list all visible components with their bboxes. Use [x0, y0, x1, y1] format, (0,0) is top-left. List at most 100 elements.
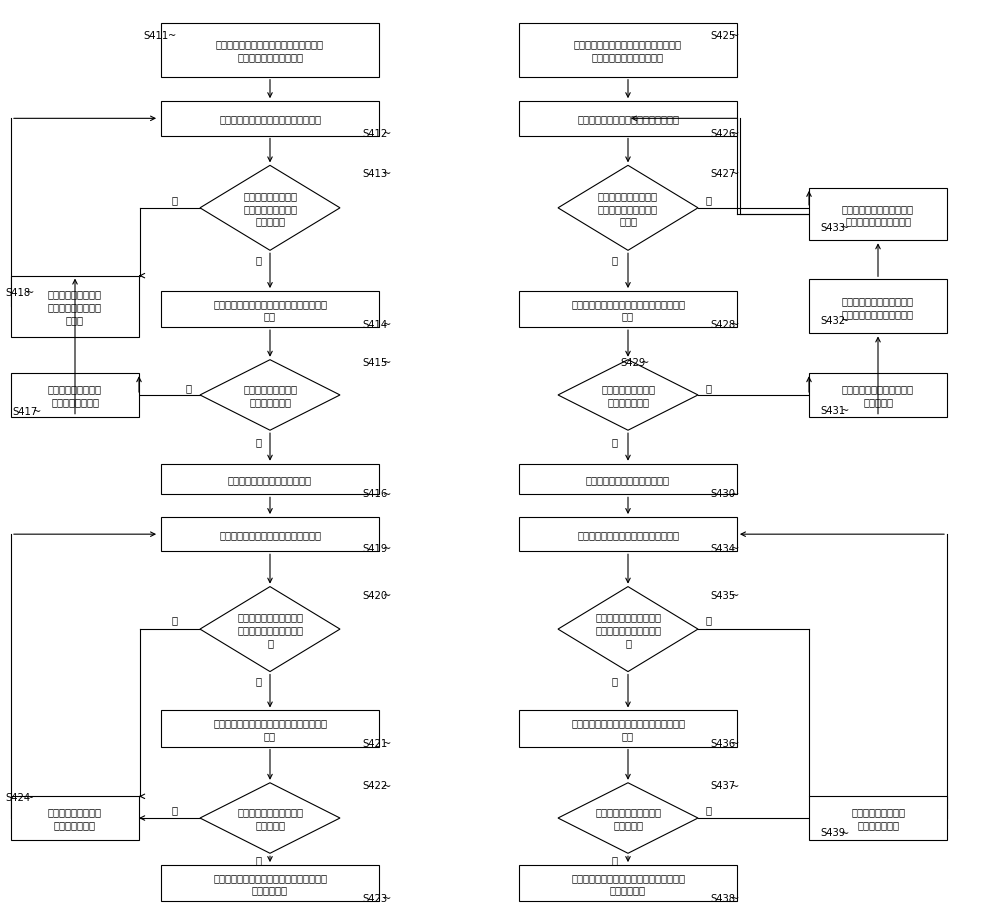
Polygon shape: [558, 360, 698, 431]
Text: 是: 是: [185, 382, 191, 393]
Text: S430: S430: [710, 489, 735, 499]
Text: 判断第三持续时间是
否大于预设时间: 判断第三持续时间是 否大于预设时间: [601, 384, 655, 407]
FancyBboxPatch shape: [161, 292, 379, 328]
Polygon shape: [558, 166, 698, 251]
Text: ~: ~: [731, 780, 739, 791]
Text: S434: S434: [710, 543, 735, 554]
Text: 是: 是: [255, 853, 261, 864]
Text: S420: S420: [362, 590, 387, 600]
Text: S429: S429: [620, 357, 645, 368]
Text: 是: 是: [612, 853, 618, 864]
Text: ~: ~: [731, 31, 739, 42]
Text: S415: S415: [362, 357, 387, 368]
Text: 将第一实际速比与预
设步长的差确定为默
认速比: 将第一实际速比与预 设步长的差确定为默 认速比: [48, 289, 102, 325]
Text: 判断停转控制信号的
第一占空比是否大于
预设占空比: 判断停转控制信号的 第一占空比是否大于 预设占空比: [243, 191, 297, 227]
Text: 否: 否: [706, 804, 712, 815]
Text: S417: S417: [12, 406, 37, 417]
Text: 判断第二持续时间是否大
于预设时间: 判断第二持续时间是否大 于预设时间: [237, 806, 303, 830]
Text: S435: S435: [710, 590, 735, 600]
Text: 将默认速比确定为初始标定速比: 将默认速比确定为初始标定速比: [228, 474, 312, 485]
Text: ~: ~: [731, 590, 739, 600]
Text: S428: S428: [710, 320, 735, 330]
Polygon shape: [558, 783, 698, 853]
Text: 判断第四持续时间是否大
于预设时间: 判断第四持续时间是否大 于预设时间: [595, 806, 661, 830]
Text: 获取第四占空比大于预设占空比的第四持续
时间: 获取第四占空比大于预设占空比的第四持续 时间: [571, 717, 685, 740]
FancyBboxPatch shape: [161, 23, 379, 78]
Polygon shape: [200, 587, 340, 672]
FancyBboxPatch shape: [519, 865, 737, 901]
Text: ~: ~: [26, 287, 34, 298]
Text: S411: S411: [143, 31, 168, 42]
Text: ~: ~: [168, 31, 176, 42]
Text: ~: ~: [731, 892, 739, 903]
Polygon shape: [558, 587, 698, 672]
Text: 是: 是: [612, 675, 618, 685]
Text: S425: S425: [710, 31, 735, 42]
Text: ~: ~: [383, 320, 391, 330]
Text: ~: ~: [383, 738, 391, 749]
Text: S439: S439: [820, 827, 845, 838]
Text: 再次获取电控硅油风扇的停转控制信号: 再次获取电控硅油风扇的停转控制信号: [577, 529, 679, 540]
Text: 判断停转控制信号的第
三占空比是否大于预设
占空比: 判断停转控制信号的第 三占空比是否大于预设 占空比: [598, 191, 658, 227]
Text: 继续获取电控硅油风扇的停转控制信号: 继续获取电控硅油风扇的停转控制信号: [577, 114, 679, 125]
FancyBboxPatch shape: [161, 464, 379, 495]
Text: ~: ~: [383, 590, 391, 600]
Text: 获取电控硅油风扇此时的第
二实际速比: 获取电控硅油风扇此时的第 二实际速比: [842, 384, 914, 407]
FancyBboxPatch shape: [809, 189, 947, 241]
Text: S426: S426: [710, 128, 735, 139]
Polygon shape: [200, 166, 340, 251]
Text: S414: S414: [362, 320, 387, 330]
Text: 获取第三占空比大于预设占空比的第三持续
时间: 获取第三占空比大于预设占空比的第三持续 时间: [571, 298, 685, 321]
Text: S419: S419: [362, 543, 387, 554]
Polygon shape: [200, 360, 340, 431]
Text: S423: S423: [362, 892, 387, 903]
Text: 判断停转控制信号的第四
占空比是否大于预设占空
比: 判断停转控制信号的第四 占空比是否大于预设占空 比: [595, 611, 661, 647]
FancyBboxPatch shape: [161, 865, 379, 901]
Text: 将初始标定速比与第一预设步长的差确定为
最终标定速比: 将初始标定速比与第一预设步长的差确定为 最终标定速比: [571, 871, 685, 895]
Text: 获取第二占空比大于预设占空比的第二持续
时间: 获取第二占空比大于预设占空比的第二持续 时间: [213, 717, 327, 740]
FancyBboxPatch shape: [161, 102, 379, 136]
Text: 是: 是: [612, 255, 618, 265]
Text: ~: ~: [841, 315, 849, 326]
Text: ~: ~: [383, 128, 391, 139]
Polygon shape: [200, 783, 340, 853]
Text: 将默认速比确定为初始标定速比: 将默认速比确定为初始标定速比: [586, 474, 670, 485]
Text: 是: 是: [255, 675, 261, 685]
Text: ~: ~: [841, 222, 849, 233]
Text: ~: ~: [383, 357, 391, 368]
Text: ~: ~: [383, 489, 391, 499]
Text: 是: 是: [255, 255, 261, 265]
FancyBboxPatch shape: [809, 374, 947, 417]
Text: ~: ~: [383, 892, 391, 903]
Text: 将第一实际滑差率与第二预
设步长确定为默认滑差率: 将第一实际滑差率与第二预 设步长确定为默认滑差率: [842, 203, 914, 227]
Text: S413: S413: [362, 168, 387, 179]
FancyBboxPatch shape: [11, 796, 139, 840]
Text: ~: ~: [731, 320, 739, 330]
Text: ~: ~: [731, 128, 739, 139]
Text: 获取电控硅油风扇的滑差曲线，并根据滑
差曲线确定所述默认滑差率: 获取电控硅油风扇的滑差曲线，并根据滑 差曲线确定所述默认滑差率: [574, 39, 682, 62]
FancyBboxPatch shape: [809, 796, 947, 840]
Text: 否: 否: [706, 194, 712, 205]
FancyBboxPatch shape: [11, 276, 139, 338]
Text: S424: S424: [5, 792, 30, 803]
Text: 否: 否: [255, 436, 261, 447]
Text: S437: S437: [710, 780, 735, 791]
FancyBboxPatch shape: [519, 517, 737, 552]
FancyBboxPatch shape: [161, 711, 379, 747]
Text: S432: S432: [820, 315, 845, 326]
Text: S412: S412: [362, 128, 387, 139]
Text: ~: ~: [383, 168, 391, 179]
Text: 否: 否: [612, 436, 618, 447]
Text: 判断第一持续时间是
否大于预设时间: 判断第一持续时间是 否大于预设时间: [243, 384, 297, 407]
Text: 否: 否: [172, 804, 178, 815]
Text: ~: ~: [731, 738, 739, 749]
FancyBboxPatch shape: [519, 464, 737, 495]
Text: 将初始标定速比以第
一预设步长递增: 将初始标定速比以第 一预设步长递增: [48, 806, 102, 830]
Text: ~: ~: [841, 827, 849, 838]
FancyBboxPatch shape: [809, 280, 947, 334]
Text: 获取电控硅油风扇此
时的第一实际速比: 获取电控硅油风扇此 时的第一实际速比: [48, 384, 102, 407]
Text: ~: ~: [731, 489, 739, 499]
FancyBboxPatch shape: [519, 711, 737, 747]
Text: S422: S422: [362, 780, 387, 791]
Text: S438: S438: [710, 892, 735, 903]
